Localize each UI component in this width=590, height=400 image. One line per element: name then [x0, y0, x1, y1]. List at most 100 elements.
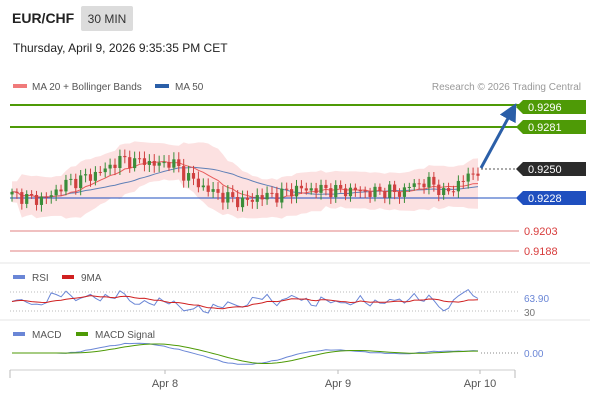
- candle-body: [206, 185, 210, 192]
- candle-body: [186, 173, 191, 181]
- candle-body: [30, 194, 34, 196]
- rsi-value: 63.90: [524, 294, 549, 305]
- candle-body: [451, 191, 456, 193]
- candle-body: [290, 189, 294, 197]
- forecast-arrow: [479, 103, 517, 169]
- candle-body: [309, 188, 313, 191]
- candle-body: [319, 184, 323, 193]
- candle-body: [221, 192, 225, 203]
- ma50-legend-label: MA 50: [175, 82, 204, 93]
- macd-signal-line: [12, 343, 478, 364]
- ma20-line: [11, 160, 479, 200]
- candle-body: [10, 191, 14, 195]
- candle-body: [20, 192, 24, 204]
- ma50-legend-swatch: [155, 84, 169, 88]
- ma50-line: [11, 166, 479, 198]
- candle-body: [191, 173, 196, 179]
- candle-body: [240, 197, 245, 208]
- candle-body: [471, 173, 475, 175]
- candle-body: [432, 176, 436, 185]
- candle-body: [363, 190, 367, 192]
- candle-body: [79, 175, 83, 189]
- candle-body: [339, 184, 343, 189]
- macd-signal-legend-swatch: [76, 332, 88, 336]
- candle-body: [93, 171, 97, 181]
- candle-body: [231, 192, 235, 198]
- level-value-target-1: 0.9296: [528, 102, 562, 114]
- rsi-ma-legend-label: 9MA: [81, 273, 102, 284]
- candle-body: [255, 195, 259, 202]
- candle-body: [15, 191, 19, 193]
- candle-body: [74, 178, 78, 189]
- macd-line: [12, 342, 479, 365]
- candle-body: [476, 173, 480, 176]
- candle-body: [44, 196, 48, 198]
- candle-body: [348, 187, 353, 197]
- timeframe-button[interactable]: 30 MIN: [81, 6, 133, 31]
- candle-body: [167, 162, 171, 168]
- candle-body: [456, 180, 460, 192]
- candle-body: [162, 162, 166, 164]
- rsi-legend-swatch: [13, 275, 25, 279]
- candle-body: [54, 189, 58, 196]
- candle-body: [265, 192, 269, 200]
- level-value-support-2: 0.9188: [524, 246, 558, 258]
- macd-legend-swatch: [13, 332, 25, 336]
- candle-body: [270, 192, 274, 194]
- candle-body: [98, 171, 102, 173]
- candlesticks: [10, 149, 480, 212]
- candle-body: [88, 174, 93, 181]
- candle-body: [59, 189, 63, 192]
- candle-body: [25, 194, 29, 204]
- level-tag-target-2: [516, 120, 586, 134]
- candle-body: [324, 184, 328, 189]
- candle-body: [142, 158, 147, 165]
- candle-body: [422, 183, 426, 188]
- candle-body: [108, 164, 112, 169]
- candle-body: [334, 184, 338, 198]
- candle-body: [373, 186, 377, 197]
- x-label-apr9: Apr 9: [325, 378, 351, 390]
- candle-body: [177, 159, 181, 167]
- candle-body: [39, 196, 44, 205]
- candle-body: [103, 168, 107, 173]
- candle-body: [294, 185, 299, 197]
- candle-body: [236, 197, 240, 208]
- candle-body: [280, 188, 284, 203]
- candle-body: [368, 191, 372, 197]
- candle-body: [397, 192, 402, 197]
- candle-body: [388, 184, 392, 198]
- level-value-current: 0.9250: [528, 164, 562, 176]
- candle-body: [275, 193, 279, 203]
- candle-body: [442, 188, 446, 196]
- candle-body: [147, 160, 151, 165]
- candle-body: [304, 188, 308, 191]
- candle-body: [118, 155, 122, 168]
- x-label-apr10: Apr 10: [464, 378, 496, 390]
- candle-body: [123, 155, 127, 158]
- copyright-label: Research © 2026 Trading Central: [432, 82, 581, 93]
- macd-signal-legend-label: MACD Signal: [95, 330, 155, 341]
- candle-body: [216, 189, 220, 193]
- datetime-label: Thursday, April 9, 2026 9:35:35 PM CET: [13, 41, 228, 55]
- candle-body: [83, 174, 88, 176]
- candle-body: [137, 158, 142, 160]
- rsi-ma-legend-swatch: [62, 275, 74, 279]
- rsi-ma-line: [11, 295, 479, 310]
- candle-body: [172, 159, 176, 168]
- candle-body: [378, 186, 382, 192]
- candle-body: [393, 184, 397, 193]
- candle-body: [211, 189, 215, 192]
- candle-body: [427, 176, 431, 188]
- candle-body: [417, 183, 421, 185]
- symbol-label: EUR/CHF: [12, 10, 75, 26]
- candle-body: [34, 194, 39, 205]
- candle-body: [383, 191, 387, 198]
- candle-body: [133, 158, 137, 169]
- x-label-apr8: Apr 8: [152, 378, 178, 390]
- candle-body: [157, 162, 161, 166]
- candle-body: [446, 188, 451, 192]
- rsi-lower-tick: 30: [524, 308, 536, 319]
- macd-legend-label: MACD: [32, 330, 61, 341]
- level-tag-pivot: [516, 191, 586, 205]
